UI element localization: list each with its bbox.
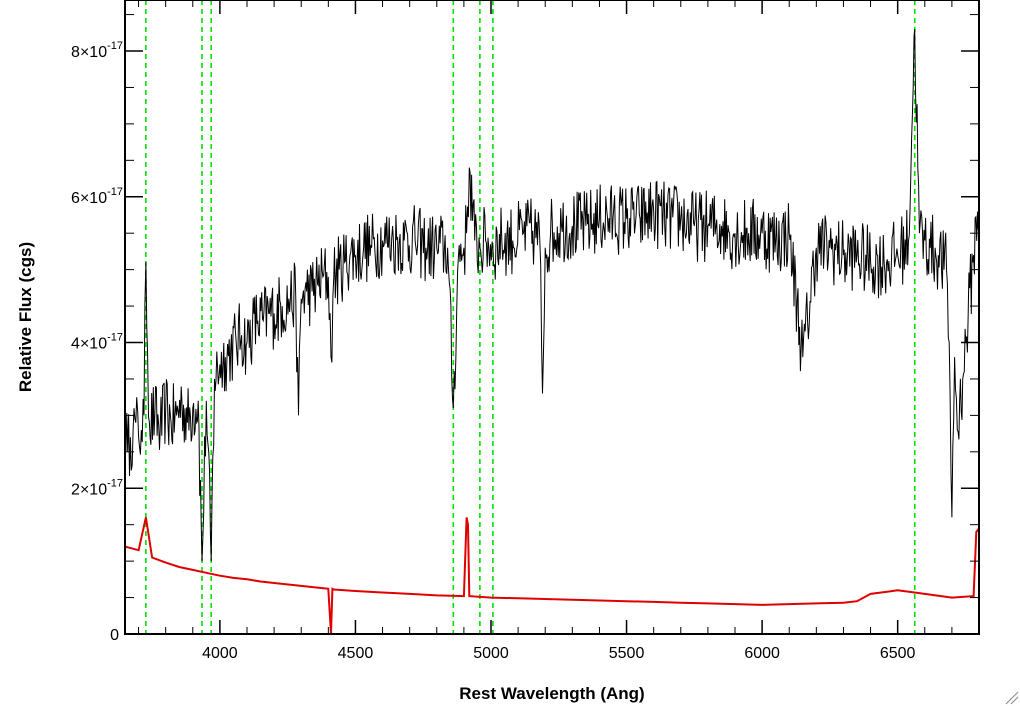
x-tick-label: 6000: [744, 645, 780, 662]
axis-ticks: [125, 0, 980, 635]
y-axis-label: Relative Flux (cgs): [16, 242, 35, 392]
reference-lines: [145, 0, 916, 634]
series-line-error: [124, 517, 980, 635]
x-axis-label: Rest Wavelength (Ang): [459, 684, 644, 703]
plot-frame: [124, 0, 980, 635]
y-tick-label: 2×10-17: [71, 477, 123, 498]
x-tick-label: 4500: [338, 645, 374, 662]
resize-grip-icon[interactable]: [1005, 691, 1019, 705]
tick-labels: 4000 4500 5000 5500 6000 6500 0 2×10-17 4×10-17 6…: [71, 40, 916, 662]
y-tick-label: 0: [110, 627, 119, 644]
y-tick-label: 4×10-17: [71, 332, 123, 353]
y-tick-label: 8×10-17: [71, 40, 123, 61]
x-tick-label: 5500: [609, 645, 645, 662]
x-tick-label: 6500: [880, 645, 916, 662]
x-tick-label: 4000: [202, 645, 238, 662]
series-layer: [124, 29, 980, 635]
x-tick-label: 5000: [473, 645, 509, 662]
y-tick-label: 6×10-17: [71, 186, 123, 207]
series-line-spectrum: [124, 29, 980, 562]
